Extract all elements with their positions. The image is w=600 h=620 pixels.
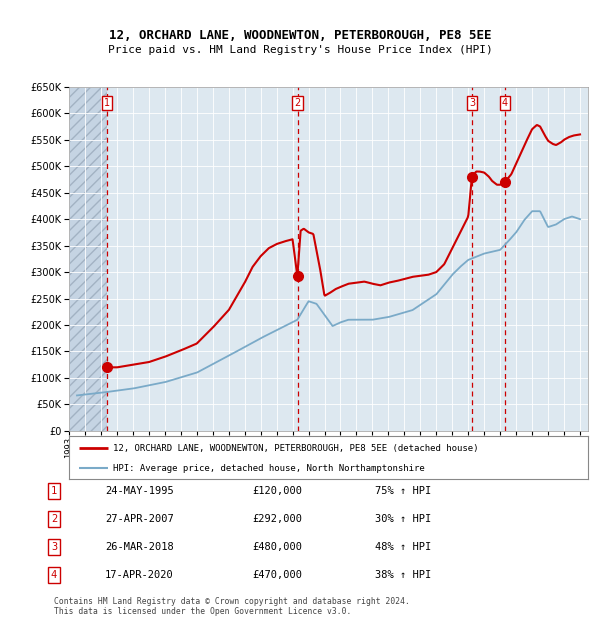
Text: 2: 2 (295, 98, 301, 108)
Text: 24-MAY-1995: 24-MAY-1995 (105, 486, 174, 496)
Text: 4: 4 (502, 98, 508, 108)
Text: HPI: Average price, detached house, North Northamptonshire: HPI: Average price, detached house, Nort… (113, 464, 425, 472)
Text: 1: 1 (51, 486, 57, 496)
Text: £120,000: £120,000 (252, 486, 302, 496)
Text: 3: 3 (469, 98, 475, 108)
Text: Price paid vs. HM Land Registry's House Price Index (HPI): Price paid vs. HM Land Registry's House … (107, 45, 493, 55)
Text: 3: 3 (51, 542, 57, 552)
Text: 12, ORCHARD LANE, WOODNEWTON, PETERBOROUGH, PE8 5EE (detached house): 12, ORCHARD LANE, WOODNEWTON, PETERBOROU… (113, 444, 479, 453)
Text: 12, ORCHARD LANE, WOODNEWTON, PETERBOROUGH, PE8 5EE: 12, ORCHARD LANE, WOODNEWTON, PETERBOROU… (109, 30, 491, 42)
Text: £292,000: £292,000 (252, 514, 302, 524)
Text: 26-MAR-2018: 26-MAR-2018 (105, 542, 174, 552)
Text: £470,000: £470,000 (252, 570, 302, 580)
Text: This data is licensed under the Open Government Licence v3.0.: This data is licensed under the Open Gov… (54, 607, 352, 616)
Text: Contains HM Land Registry data © Crown copyright and database right 2024.: Contains HM Land Registry data © Crown c… (54, 597, 410, 606)
Text: 48% ↑ HPI: 48% ↑ HPI (375, 542, 431, 552)
Text: 17-APR-2020: 17-APR-2020 (105, 570, 174, 580)
Text: 1: 1 (104, 98, 110, 108)
Bar (69, 87, 107, 431)
Text: 27-APR-2007: 27-APR-2007 (105, 514, 174, 524)
Text: 4: 4 (51, 570, 57, 580)
Text: 30% ↑ HPI: 30% ↑ HPI (375, 514, 431, 524)
Text: 2: 2 (51, 514, 57, 524)
Text: 38% ↑ HPI: 38% ↑ HPI (375, 570, 431, 580)
Text: 75% ↑ HPI: 75% ↑ HPI (375, 486, 431, 496)
Text: £480,000: £480,000 (252, 542, 302, 552)
